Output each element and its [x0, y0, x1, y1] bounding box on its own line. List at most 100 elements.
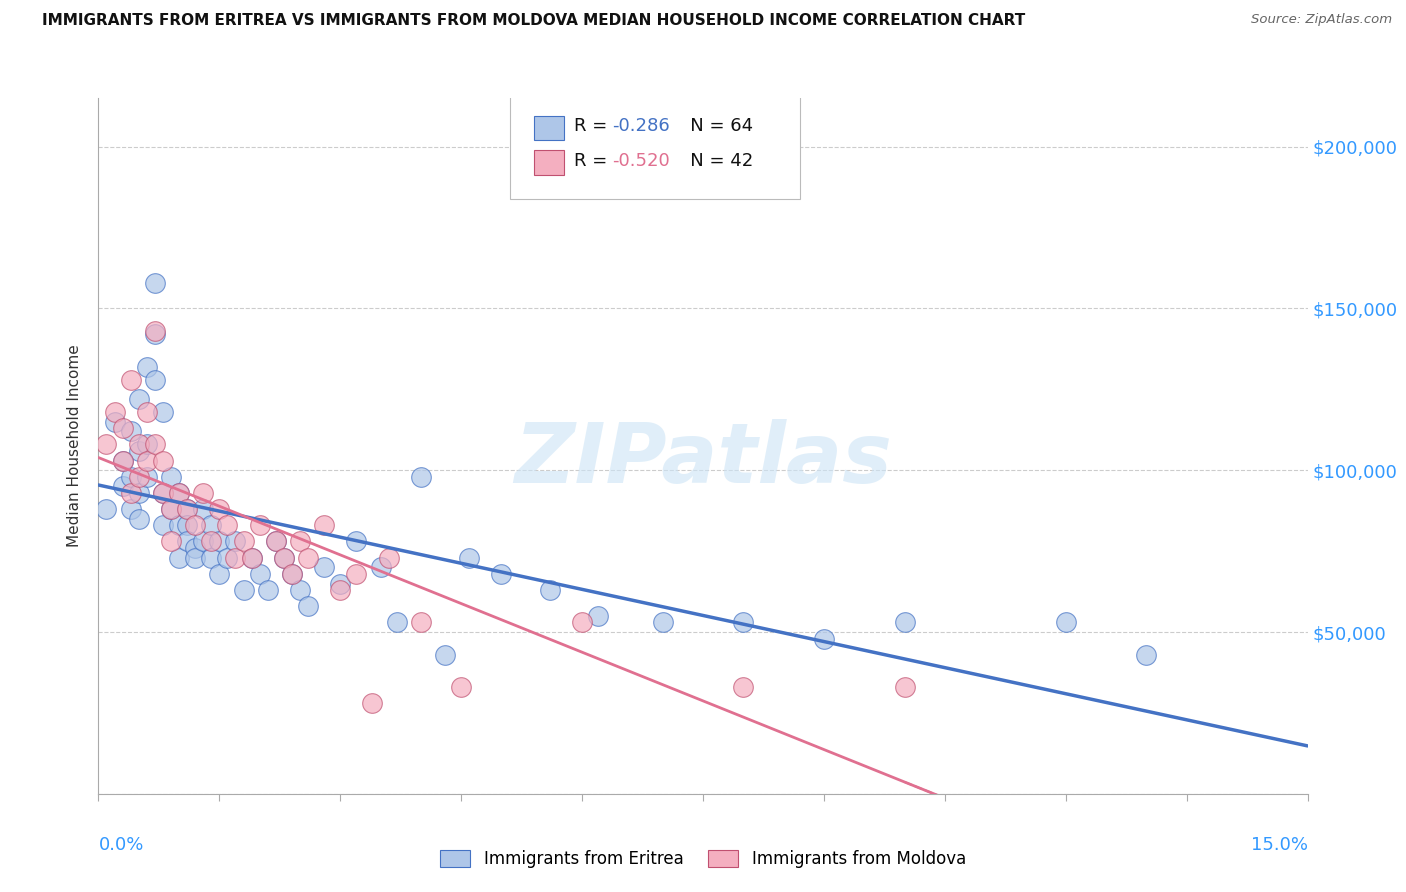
Point	[143, 324, 166, 338]
Point	[193, 486, 215, 500]
Point	[344, 566, 367, 581]
FancyBboxPatch shape	[534, 150, 564, 175]
Point	[232, 582, 254, 597]
Point	[111, 453, 134, 467]
Point	[208, 502, 231, 516]
Text: ZIPatlas: ZIPatlas	[515, 419, 891, 500]
Point	[329, 582, 352, 597]
Point	[491, 566, 513, 581]
Point	[224, 550, 246, 565]
Point	[143, 373, 166, 387]
Text: -0.520: -0.520	[613, 152, 671, 169]
Point	[281, 566, 304, 581]
Point	[120, 502, 142, 516]
Text: Source: ZipAtlas.com: Source: ZipAtlas.com	[1251, 13, 1392, 27]
Point	[167, 550, 190, 565]
Text: N = 64: N = 64	[673, 117, 752, 135]
Point	[103, 415, 125, 429]
Point	[152, 453, 174, 467]
Point	[249, 518, 271, 533]
Point	[128, 512, 150, 526]
Point	[135, 359, 157, 374]
Point	[111, 479, 134, 493]
Point	[160, 502, 183, 516]
Point	[893, 680, 915, 694]
Point	[128, 437, 150, 451]
Point	[273, 550, 295, 565]
Point	[176, 534, 198, 549]
FancyBboxPatch shape	[534, 116, 564, 140]
Point	[377, 550, 399, 565]
Point	[120, 373, 142, 387]
Point	[143, 437, 166, 451]
Point	[135, 453, 157, 467]
Point	[152, 518, 174, 533]
Point	[217, 518, 239, 533]
Point	[409, 615, 432, 630]
Point	[733, 615, 755, 630]
Point	[297, 550, 319, 565]
Point	[571, 615, 593, 630]
Point	[120, 425, 142, 439]
Point	[264, 534, 287, 549]
Point	[176, 502, 198, 516]
Y-axis label: Median Household Income: Median Household Income	[67, 344, 83, 548]
Point	[152, 405, 174, 419]
Point	[200, 518, 222, 533]
Point	[184, 550, 207, 565]
Point	[813, 632, 835, 646]
Point	[538, 582, 561, 597]
Point	[208, 566, 231, 581]
Point	[184, 541, 207, 555]
Point	[217, 550, 239, 565]
Point	[256, 582, 278, 597]
Point	[184, 518, 207, 533]
Point	[1054, 615, 1077, 630]
Text: R =: R =	[574, 152, 613, 169]
Point	[264, 534, 287, 549]
Point	[160, 534, 183, 549]
Point	[224, 534, 246, 549]
Point	[344, 534, 367, 549]
Point	[1135, 648, 1157, 662]
Point	[176, 518, 198, 533]
Point	[128, 486, 150, 500]
Point	[143, 327, 166, 342]
Point	[893, 615, 915, 630]
Point	[135, 469, 157, 483]
Point	[314, 518, 336, 533]
Point	[200, 534, 222, 549]
Point	[135, 405, 157, 419]
Point	[240, 550, 263, 565]
Point	[329, 576, 352, 591]
Point	[586, 608, 609, 623]
Point	[152, 486, 174, 500]
Point	[314, 560, 336, 574]
Point	[370, 560, 392, 574]
Point	[361, 696, 384, 710]
Text: N = 42: N = 42	[673, 152, 754, 169]
FancyBboxPatch shape	[509, 95, 800, 199]
Point	[409, 469, 432, 483]
Point	[120, 486, 142, 500]
Point	[167, 518, 190, 533]
Point	[232, 534, 254, 549]
Point	[385, 615, 408, 630]
Point	[143, 276, 166, 290]
Point	[111, 421, 134, 435]
Point	[733, 680, 755, 694]
Point	[458, 550, 481, 565]
Point	[152, 486, 174, 500]
Point	[167, 486, 190, 500]
Text: R =: R =	[574, 117, 613, 135]
Point	[111, 453, 134, 467]
Point	[120, 469, 142, 483]
Point	[96, 502, 118, 516]
Point	[240, 550, 263, 565]
Point	[651, 615, 673, 630]
Point	[167, 486, 190, 500]
Point	[273, 550, 295, 565]
Point	[96, 437, 118, 451]
Point	[160, 469, 183, 483]
Legend: Immigrants from Eritrea, Immigrants from Moldova: Immigrants from Eritrea, Immigrants from…	[433, 843, 973, 875]
